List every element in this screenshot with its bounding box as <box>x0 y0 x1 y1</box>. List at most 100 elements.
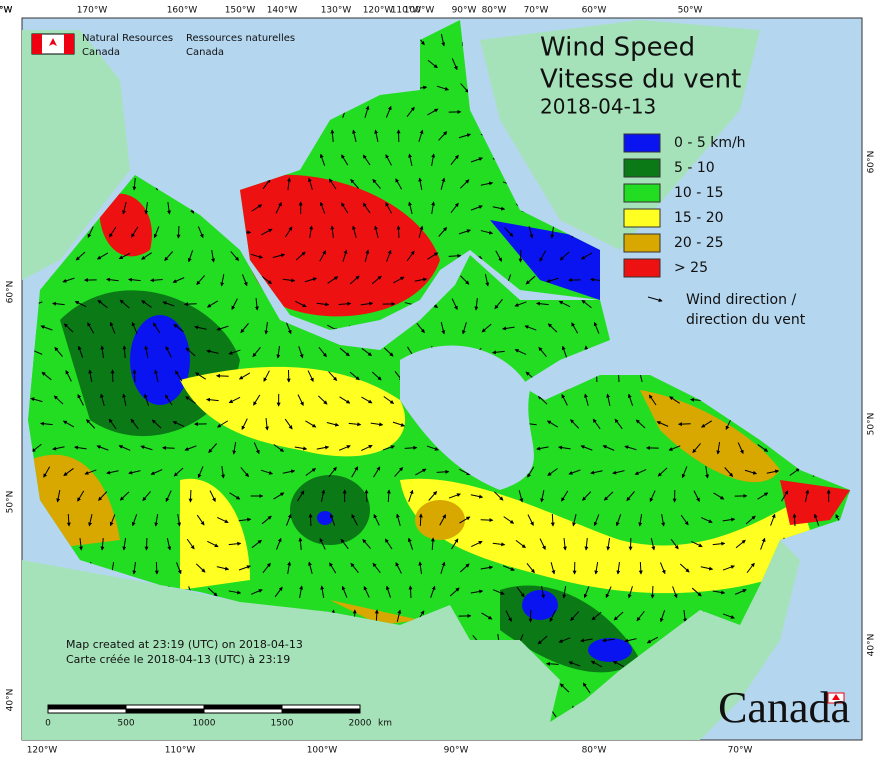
wind-arrow <box>197 466 204 479</box>
graticule-label: 150°W <box>225 6 256 16</box>
legend-label: 0 - 5 km/h <box>674 135 746 151</box>
wind-arrow <box>298 346 304 359</box>
wind-arrow <box>132 561 137 575</box>
wind-arrow <box>722 613 735 619</box>
wind-arrow <box>206 397 219 402</box>
wind-arrow <box>217 517 229 523</box>
wind-arrow <box>527 514 534 526</box>
date: 2018-04-13 <box>540 95 656 119</box>
wind-arrow <box>537 395 548 405</box>
legend-label: 20 - 25 <box>674 235 724 251</box>
wind-arrow <box>638 561 643 575</box>
wind-arrow <box>363 585 370 598</box>
wind-arrow <box>526 563 535 574</box>
wind-arrow <box>274 586 283 598</box>
graticule-label: 80°W <box>482 6 507 16</box>
wordmark: Canada <box>718 683 850 732</box>
wind-arrow <box>316 445 330 450</box>
wind-arrow <box>757 492 769 500</box>
wind-arrow <box>626 491 635 502</box>
wind-arrow <box>207 587 218 597</box>
wind-arrow <box>318 347 327 358</box>
wind-arrow <box>394 467 404 477</box>
wind-arrow <box>150 278 163 283</box>
legend-label: > 25 <box>674 260 708 276</box>
wind-arrow <box>374 129 379 142</box>
wind-arrow <box>514 349 527 355</box>
wind-arrow <box>502 565 515 571</box>
wind-arrow <box>106 277 119 282</box>
wind-arrow <box>562 586 567 599</box>
wind-arrow <box>250 589 263 595</box>
wind-arrow <box>385 154 392 166</box>
wind-arrow <box>385 202 392 214</box>
wind-arrow <box>340 538 349 550</box>
agency-fr: Canada <box>186 47 224 58</box>
legend-arrow <box>647 296 663 303</box>
graticule-label: 100°W <box>307 746 338 756</box>
wind-arrow <box>262 562 271 574</box>
wind-arrow <box>371 275 382 285</box>
wind-arrow <box>276 345 281 359</box>
wind-arrow <box>307 370 314 383</box>
wind-arrow <box>406 250 415 262</box>
wind-arrow <box>568 661 581 667</box>
wind-arrow <box>427 252 439 260</box>
wind-arrow <box>350 178 359 189</box>
wind-arrow <box>106 470 119 475</box>
wind-arrow <box>361 444 373 452</box>
wind-arrow <box>383 396 395 404</box>
wind-arrow <box>216 566 230 571</box>
wind-arrow <box>119 299 130 309</box>
wind-arrow <box>62 420 75 428</box>
wind-arrow <box>56 490 61 503</box>
wind-arrow <box>241 418 248 430</box>
graticule-label: 20°W <box>0 6 13 16</box>
agency-en: Natural Resources <box>82 33 173 44</box>
wind-arrow <box>649 490 656 503</box>
wind-arrow <box>418 561 423 575</box>
wind-arrow <box>484 274 490 287</box>
wind-arrow <box>295 300 307 308</box>
wind-arrow <box>558 300 571 308</box>
legend-label: 10 - 15 <box>674 185 724 201</box>
wind-arrow <box>238 372 251 380</box>
legend-swatch <box>623 233 661 253</box>
wind-arrow <box>612 470 625 475</box>
wind-arrow <box>602 445 615 451</box>
wind-arrow <box>339 396 351 404</box>
wind-arrow <box>646 636 659 644</box>
wind-arrow <box>415 468 427 476</box>
wind-arrow <box>480 565 494 570</box>
wind-arrow <box>516 586 525 598</box>
wind-arrow <box>693 490 700 502</box>
wind-arrow <box>240 467 249 478</box>
wind-arrow <box>450 154 459 165</box>
wind-arrow <box>154 561 159 575</box>
wind-arrow <box>309 225 314 239</box>
wind-arrow <box>131 514 138 527</box>
wind-arrow <box>241 274 248 287</box>
wind-arrow <box>438 226 448 237</box>
wind-arrow <box>154 369 159 382</box>
wind-arrow <box>65 370 72 382</box>
wind-arrow <box>570 611 580 621</box>
wind-arrow <box>132 177 137 191</box>
wind-arrow <box>195 372 207 380</box>
wind-arrow <box>590 470 603 475</box>
graticule-label: 50°N <box>867 413 877 436</box>
wind-arrow <box>680 514 689 526</box>
wind-arrow <box>77 394 84 406</box>
wind-arrow <box>679 563 690 573</box>
wind-arrow <box>53 395 64 405</box>
wind-arrow <box>691 587 702 597</box>
wind-arrow <box>63 468 74 476</box>
wind-arrow <box>606 537 611 551</box>
wind-arrow <box>638 513 643 527</box>
wind-arrow <box>430 537 435 551</box>
wind-arrow <box>74 300 87 308</box>
wind-arrow <box>165 346 172 358</box>
legend-label: 15 - 20 <box>674 210 724 226</box>
wind-arrow <box>184 302 197 307</box>
wind-arrow <box>407 537 414 550</box>
